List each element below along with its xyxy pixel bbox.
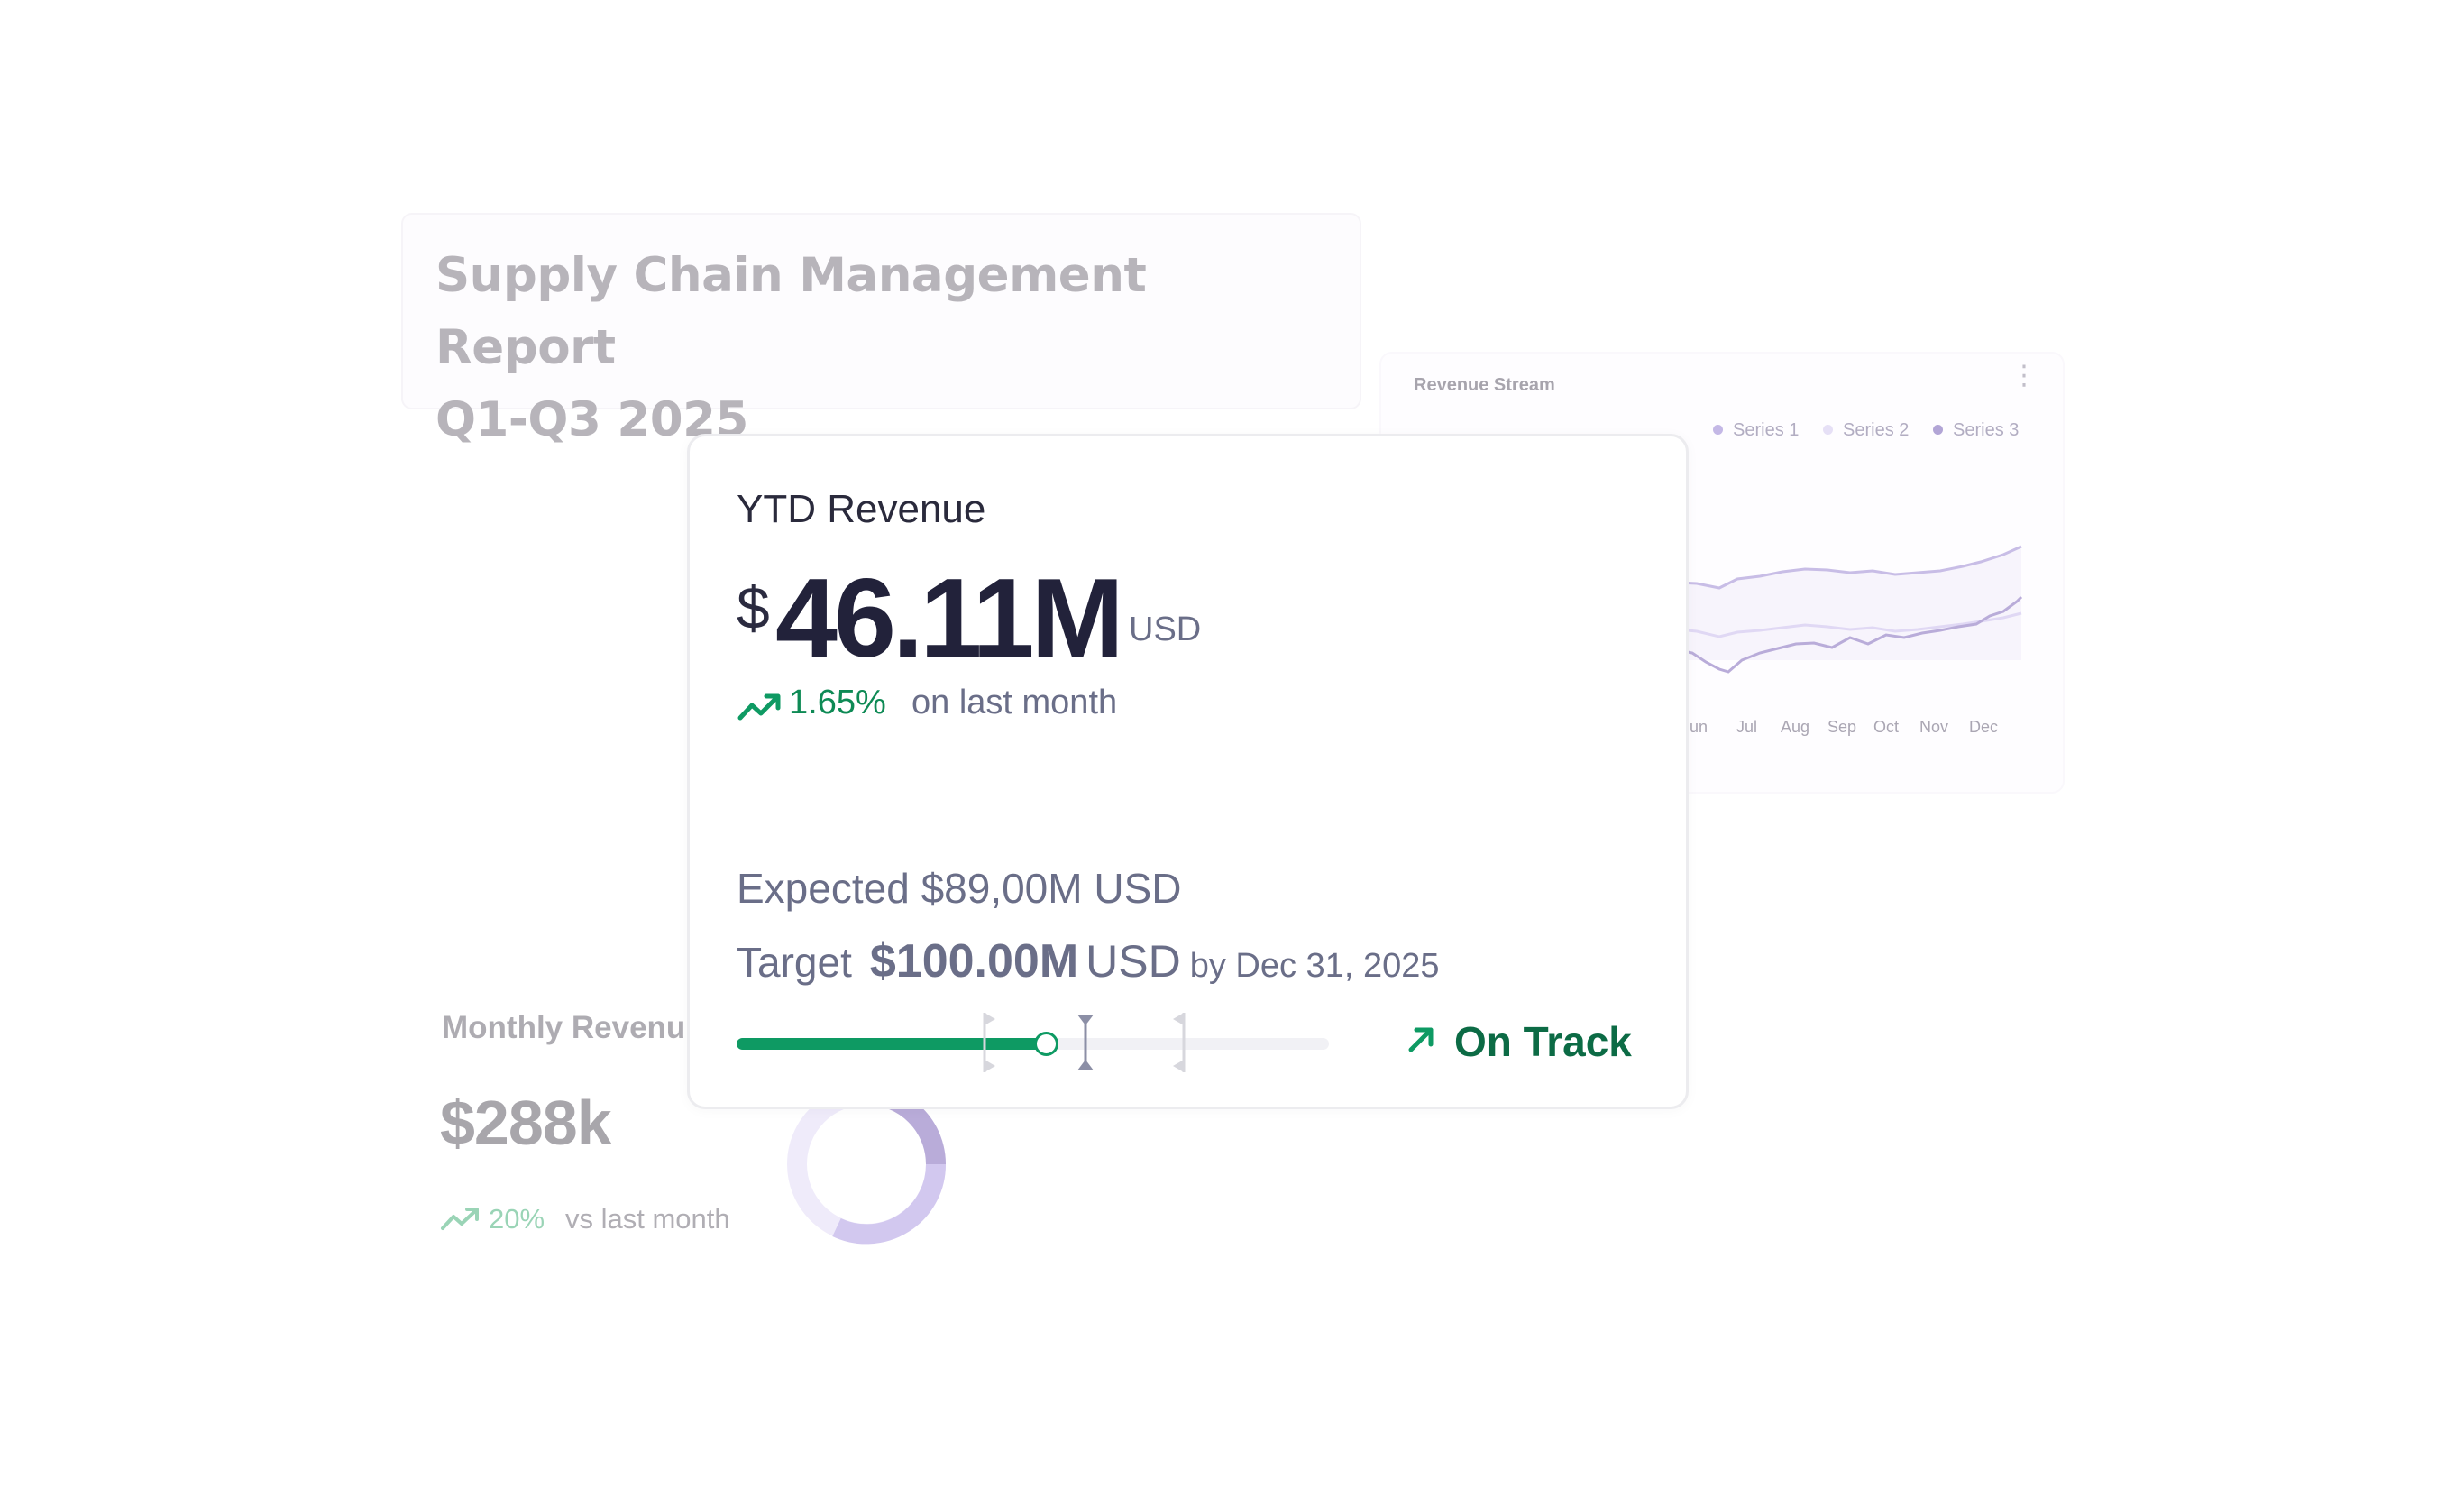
legend-series-1: Series 1 [1713, 420, 1799, 441]
revenue-stream-plot [1678, 545, 2023, 674]
revenue-stream-title: Revenue Stream [1414, 375, 1555, 395]
target-label: Target [737, 939, 852, 986]
ytd-change-caption: on last month [911, 684, 1118, 721]
monthly-revenue-caption: vs last month [565, 1203, 730, 1235]
month-label: Sep [1827, 718, 1857, 736]
target-marker-icon [1173, 1013, 1186, 1072]
trending-up-icon [441, 1208, 479, 1230]
ytd-revenue-amount: 46.11M [775, 556, 1124, 681]
target-progress-fill [737, 1038, 1045, 1050]
month-label: Jul [1736, 718, 1758, 736]
arrow-up-right-icon [1408, 1027, 1434, 1052]
ytd-change-percent: 1.65% [789, 684, 886, 721]
target-unit: USD [1085, 936, 1181, 987]
progress-handle[interactable] [1033, 1032, 1058, 1056]
target-value: $100.00M [869, 935, 1079, 987]
legend-series-2: Series 2 [1823, 420, 1909, 441]
expected-marker-icon [983, 1013, 995, 1072]
month-label: Nov [1919, 718, 1949, 736]
target-revenue-row: Target $100.00M USD by Dec 31, 2025 [737, 934, 1439, 988]
legend-dot-icon [1823, 425, 1833, 435]
month-label: Dec [1969, 718, 1999, 736]
target-progress-bar [737, 1013, 1329, 1072]
ytd-revenue-title: YTD Revenue [737, 487, 986, 531]
more-options-icon[interactable]: ⋮ [2011, 361, 2038, 390]
month-label: Oct [1873, 718, 1900, 736]
monthly-revenue-label: Monthly Revenu [442, 1010, 686, 1045]
trending-up-icon [737, 693, 781, 721]
expected-revenue: Expected $89,00M USD [737, 865, 1182, 912]
report-title: Supply Chain Management Report Q1-Q3 202… [435, 240, 1337, 456]
month-label: un [1690, 718, 1708, 736]
target-date: by Dec 31, 2025 [1189, 947, 1440, 985]
legend-dot-icon [1713, 425, 1723, 435]
report-title-card: Supply Chain Management Report Q1-Q3 202… [401, 213, 1361, 447]
report-title-line1: Supply Chain Management Report [435, 248, 1147, 375]
series-2-line [1678, 611, 2022, 638]
series-3-line [1678, 595, 2023, 674]
series-1-line [1678, 545, 2022, 590]
status-badge: On Track [1454, 1018, 1632, 1065]
current-marker-icon [1077, 1015, 1094, 1070]
legend-dot-icon [1933, 425, 1943, 435]
monthly-revenue-change: 20% [489, 1203, 545, 1235]
legend-series-3: Series 3 [1933, 420, 2019, 441]
ytd-currency-symbol: $ [737, 574, 770, 641]
monthly-revenue-value: $288k [440, 1088, 612, 1158]
ytd-revenue-unit: USD [1129, 611, 1202, 648]
ytd-revenue-card: YTD Revenue $ 46.11M USD 1.65% on last m… [687, 434, 1689, 1109]
month-label: Aug [1781, 718, 1810, 736]
